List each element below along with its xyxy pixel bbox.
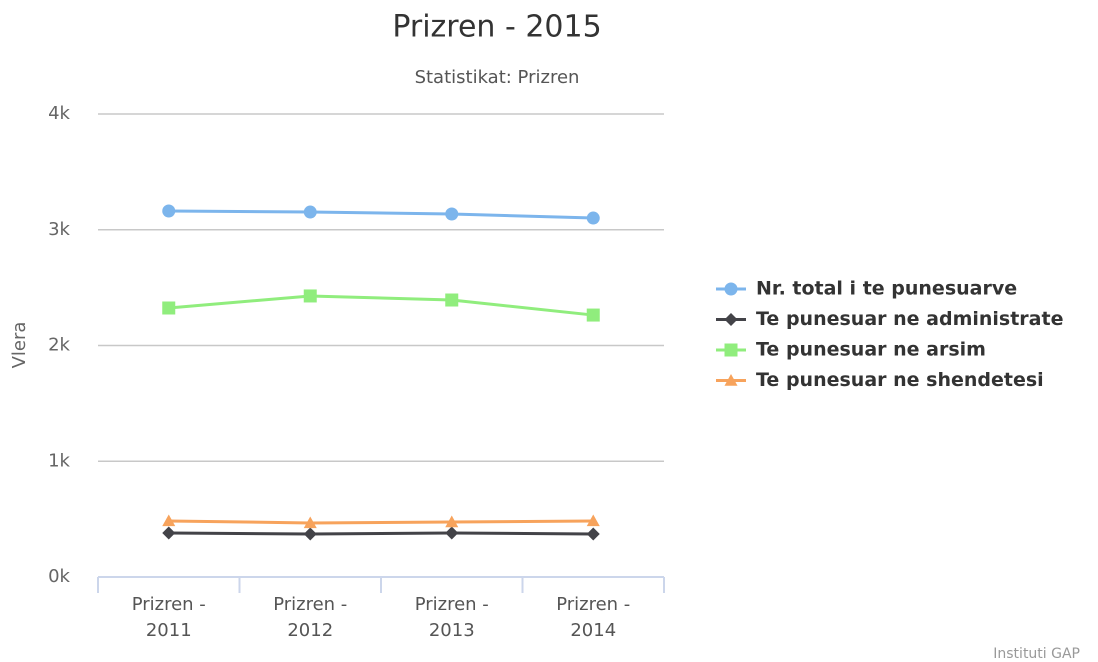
x-tick-label: Prizren -2012 — [273, 594, 347, 641]
marker — [724, 313, 738, 326]
marker — [586, 514, 600, 527]
chart-title: Prizren - 2015 — [392, 10, 601, 45]
series-line — [168, 531, 594, 536]
legend-label: Nr. total i te punesuarve — [756, 278, 1017, 300]
marker — [445, 207, 459, 221]
y-tick-label: 2k — [48, 335, 70, 356]
marker — [303, 516, 317, 529]
legend-label: Te punesuar ne shendetesi — [756, 369, 1044, 391]
legend-label: Te punesuar ne administrate — [756, 308, 1063, 330]
chart-subtitle: Statistikat: Prizren — [415, 67, 580, 88]
marker — [445, 515, 459, 528]
marker — [303, 527, 317, 541]
y-tick-label: 0k — [48, 566, 70, 587]
marker — [586, 527, 600, 541]
x-tick-label: Prizren -2013 — [415, 594, 489, 641]
marker — [724, 282, 738, 296]
marker — [162, 301, 176, 315]
legend-label: Te punesuar ne arsim — [756, 339, 986, 361]
y-tick-label: 4k — [48, 103, 70, 124]
marker — [445, 293, 459, 307]
marker — [162, 514, 176, 527]
marker — [303, 289, 317, 303]
series-line — [168, 209, 594, 220]
credits: Instituti GAP — [993, 646, 1080, 662]
marker — [586, 211, 600, 225]
marker — [445, 526, 459, 540]
y-tick-label: 1k — [48, 450, 70, 471]
x-tick-label: Prizren -2014 — [556, 594, 630, 641]
marker — [724, 343, 738, 357]
series-line — [168, 294, 594, 317]
marker — [162, 526, 176, 540]
marker — [586, 308, 600, 322]
x-tick-label: Prizren -2011 — [132, 594, 206, 641]
y-axis-title: Vlera — [9, 322, 30, 369]
y-tick-label: 3k — [48, 219, 70, 240]
marker — [724, 374, 738, 386]
series-line — [168, 519, 594, 525]
marker — [162, 204, 176, 218]
marker — [303, 205, 317, 219]
